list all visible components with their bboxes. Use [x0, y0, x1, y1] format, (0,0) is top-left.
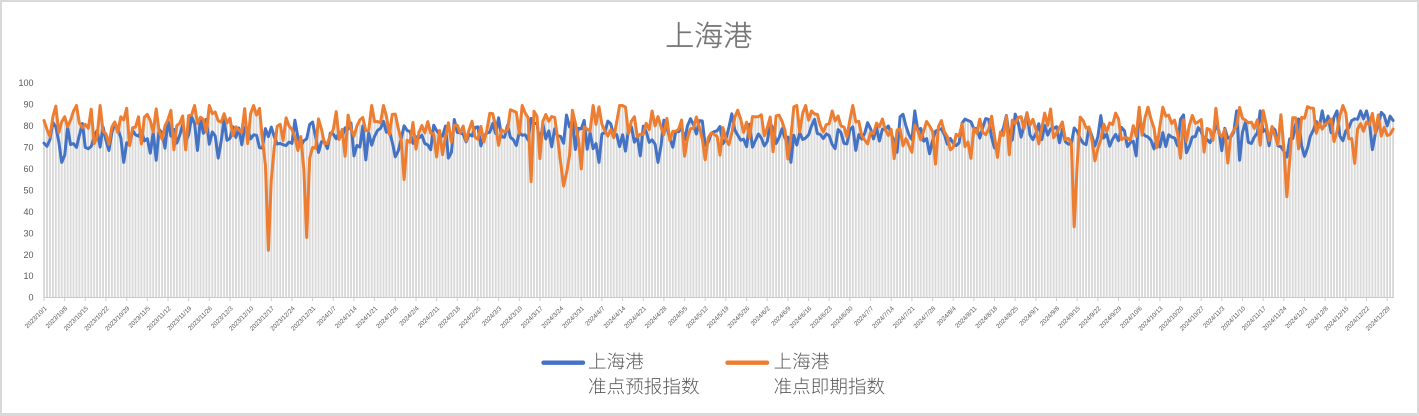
svg-text:60: 60 [23, 164, 33, 174]
svg-text:50: 50 [23, 185, 33, 195]
svg-text:30: 30 [23, 228, 33, 238]
svg-text:80: 80 [23, 121, 33, 131]
svg-text:10: 10 [23, 271, 33, 281]
svg-text:20: 20 [23, 250, 33, 260]
svg-text:40: 40 [23, 207, 33, 217]
svg-text:90: 90 [23, 100, 33, 110]
svg-text:100: 100 [18, 78, 33, 88]
svg-text:0: 0 [28, 293, 33, 303]
svg-text:70: 70 [23, 143, 33, 153]
